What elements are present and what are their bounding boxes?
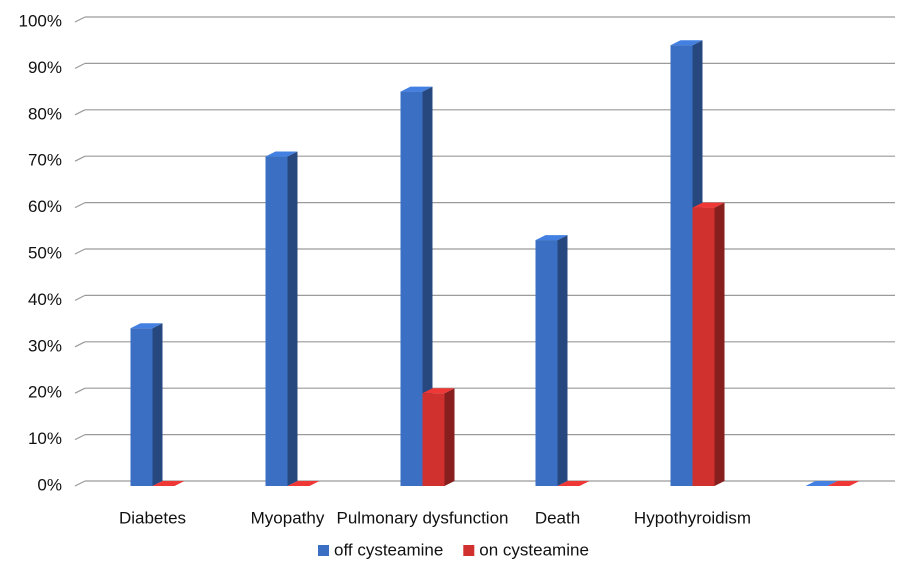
bar-side [444, 388, 455, 486]
y-tick-label: 10% [28, 429, 62, 448]
legend-swatch [318, 545, 329, 556]
x-tick-label: Pulmonary dysfunction [337, 508, 509, 527]
bar-top [265, 151, 298, 157]
grid-wall [74, 202, 86, 209]
grid-wall [74, 155, 86, 162]
bar [692, 207, 715, 486]
y-tick-label: 90% [28, 58, 62, 77]
bar-side [422, 86, 433, 486]
grid-wall [74, 16, 86, 23]
y-tick-label: 80% [28, 104, 62, 123]
legend-label: off cysteamine [334, 540, 443, 559]
bar-top [557, 481, 590, 486]
y-tick-label: 30% [28, 336, 62, 355]
bar-top [287, 481, 320, 486]
bar [400, 91, 423, 486]
x-tick-label: Diabetes [119, 508, 186, 527]
bar-side [152, 323, 163, 486]
y-tick-label: 70% [28, 151, 62, 170]
bar-top [152, 481, 185, 486]
bar [130, 328, 153, 486]
x-tick-label: Hypothyroidism [634, 508, 751, 527]
grid-wall [74, 109, 86, 116]
x-tick-label: Myopathy [251, 508, 325, 527]
y-tick-label: 60% [28, 197, 62, 216]
bar-top [422, 388, 455, 394]
bar-top [670, 40, 703, 46]
y-tick-label: 20% [28, 383, 62, 402]
grid-wall [74, 62, 86, 69]
legend-swatch [463, 545, 475, 556]
bar-top [400, 86, 433, 92]
y-tick-label: 0% [37, 475, 62, 494]
bar-top [535, 235, 568, 241]
bar-top [827, 481, 860, 486]
grid-wall [74, 294, 86, 301]
grid-wall [74, 387, 86, 394]
bar-side [557, 235, 568, 486]
grid-wall [74, 341, 86, 348]
bar-side [287, 151, 298, 486]
legend-label: on cysteamine [479, 540, 589, 559]
bar-top [130, 323, 163, 329]
bar [265, 156, 288, 486]
grid-wall [74, 248, 86, 255]
x-tick-label: Death [535, 508, 580, 527]
grid-wall [74, 480, 86, 487]
bar [422, 393, 445, 486]
bar-side [714, 202, 725, 486]
bar-top [805, 481, 838, 486]
y-tick-label: 100% [19, 11, 62, 30]
bar-top [692, 202, 725, 208]
bar [535, 240, 558, 486]
bar [670, 45, 693, 486]
y-tick-label: 40% [28, 290, 62, 309]
grid-wall [74, 434, 86, 441]
y-tick-label: 50% [28, 243, 62, 262]
